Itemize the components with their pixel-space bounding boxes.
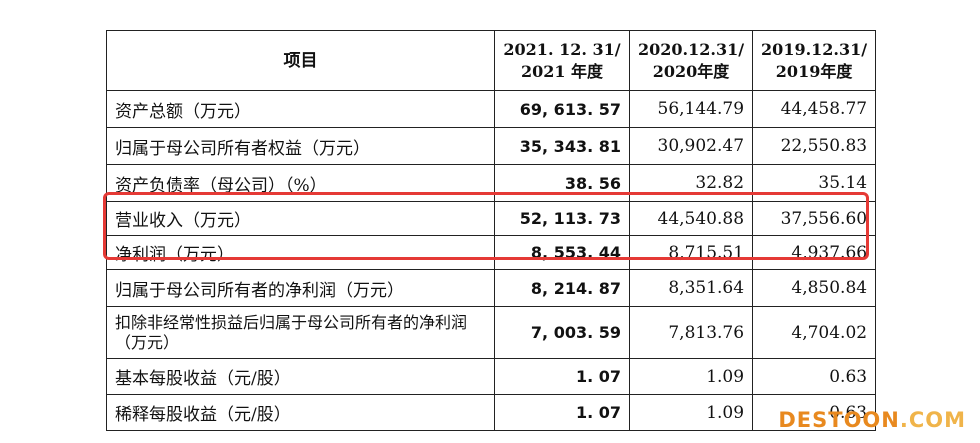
row-label: 稀释每股收益（元/股） (106, 394, 495, 431)
watermark-part2: .COM (899, 408, 966, 432)
value-2019: 4,937.66 (752, 235, 877, 270)
row-label: 资产负债率（母公司）（%） (106, 164, 495, 202)
value-2019: 37,556.60 (752, 201, 877, 236)
header-2021: 2021. 12. 31/ 2021 年度 (494, 30, 630, 91)
table-row: 营业收入（万元） 52, 113. 73 44,540.88 37,556.60 (106, 201, 877, 236)
value-2020: 8,351.64 (628, 269, 754, 307)
row-label: 资产总额（万元） (106, 90, 495, 128)
table-row: 资产总额（万元） 69, 613. 57 56,144.79 44,458.77 (106, 90, 877, 128)
row-label: 归属于母公司所有者权益（万元） (106, 127, 495, 165)
value-2019: 4,704.02 (752, 306, 877, 359)
value-2020: 30,902.47 (628, 127, 754, 165)
value-2019: 4,850.84 (752, 269, 877, 307)
table-row: 归属于母公司所有者的净利润（万元） 8, 214. 87 8,351.64 4,… (106, 269, 877, 307)
row-label: 基本每股收益（元/股） (106, 358, 495, 395)
value-2020: 7,813.76 (628, 306, 754, 359)
row-label: 归属于母公司所有者的净利润（万元） (106, 269, 495, 307)
header-2021-text: 2021. 12. 31/ 2021 年度 (503, 39, 621, 81)
value-2020: 56,144.79 (628, 90, 754, 128)
value-2021: 1. 07 (494, 358, 630, 395)
row-label: 营业收入（万元） (106, 201, 495, 236)
value-2019: 22,550.83 (752, 127, 877, 165)
table-row: 基本每股收益（元/股） 1. 07 1.09 0.63 (106, 358, 877, 395)
value-2021: 52, 113. 73 (494, 201, 630, 236)
value-2019: 0.63 (752, 394, 877, 431)
financial-table: 项目 2021. 12. 31/ 2021 年度 2020.12.31/ 202… (106, 30, 877, 431)
watermark-logo: DESTOON.COM (778, 408, 966, 432)
value-2020: 8,715.51 (628, 235, 754, 270)
value-2021: 7, 003. 59 (494, 306, 630, 359)
value-2021: 35, 343. 81 (494, 127, 630, 165)
value-2020: 1.09 (628, 394, 754, 431)
value-2020: 1.09 (628, 358, 754, 395)
value-2019: 35.14 (752, 164, 877, 202)
value-2019: 44,458.77 (752, 90, 877, 128)
row-label: 净利润（万元） (106, 235, 495, 270)
table-row: 资产负债率（母公司）（%） 38. 56 32.82 35.14 (106, 164, 877, 202)
watermark-part1: DESTOON (778, 408, 900, 432)
value-2019: 0.63 (752, 358, 877, 395)
header-2019-text: 2019.12.31/ 2019年度 (761, 39, 868, 81)
header-2019: 2019.12.31/ 2019年度 (752, 30, 877, 91)
header-2020-text: 2020.12.31/ 2020年度 (638, 39, 745, 81)
header-2020: 2020.12.31/ 2020年度 (628, 30, 754, 91)
value-2020: 44,540.88 (628, 201, 754, 236)
value-2020: 32.82 (628, 164, 754, 202)
header-item: 项目 (106, 30, 495, 91)
value-2021: 8, 553. 44 (494, 235, 630, 270)
table-row: 扣除非经常性损益后归属于母公司所有者的净利润（万元） 7, 003. 59 7,… (106, 306, 877, 359)
header-row: 项目 2021. 12. 31/ 2021 年度 2020.12.31/ 202… (106, 30, 877, 91)
row-label: 扣除非经常性损益后归属于母公司所有者的净利润（万元） (106, 306, 495, 359)
table-row: 归属于母公司所有者权益（万元） 35, 343. 81 30,902.47 22… (106, 127, 877, 165)
table-row: 稀释每股收益（元/股） 1. 07 1.09 0.63 (106, 394, 877, 431)
value-2021: 8, 214. 87 (494, 269, 630, 307)
value-2021: 1. 07 (494, 394, 630, 431)
table-row: 净利润（万元） 8, 553. 44 8,715.51 4,937.66 (106, 235, 877, 270)
value-2021: 69, 613. 57 (494, 90, 630, 128)
value-2021: 38. 56 (494, 164, 630, 202)
